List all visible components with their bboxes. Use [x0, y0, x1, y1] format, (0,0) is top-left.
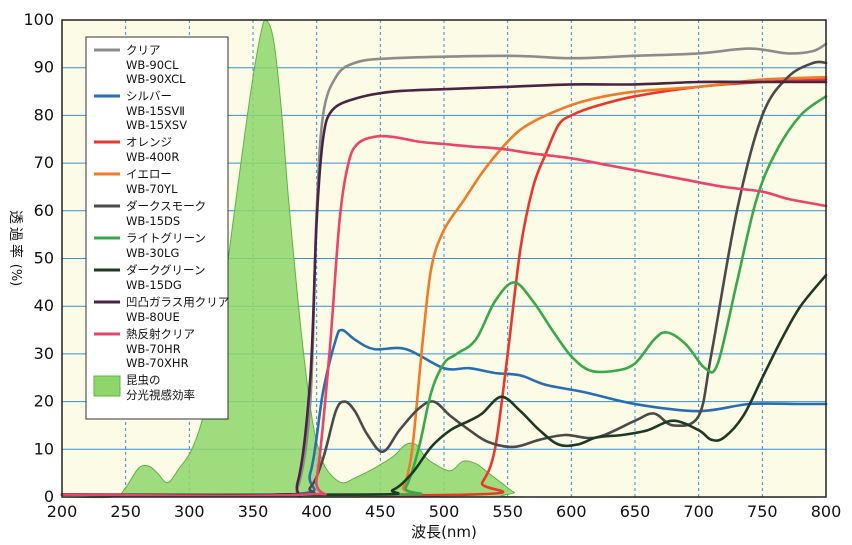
legend-product-code: WB-15SVⅡ [126, 104, 185, 118]
series-line-3 [60, 78, 828, 497]
y-axis-label-char: 透 [7, 210, 23, 224]
legend-insect-line2: 分光視感効率 [126, 388, 195, 402]
legend-series-name: ライトグリーン [126, 231, 206, 245]
y-tick-label: 80 [34, 105, 54, 124]
legend-product-code: WB-15XSV [126, 118, 187, 132]
plot-frame [61, 19, 827, 498]
legend-series-name: 凹凸ガラス用クリア [126, 295, 229, 309]
legend-series-name: ダークグリーン [126, 263, 205, 277]
series-line-9 [60, 134, 828, 498]
insect-sensitivity-layer [61, 19, 827, 499]
x-axis-label: 波長(nm) [411, 523, 477, 541]
axis-layer: 200 250 300 350 400 450 500 550 600 650 700 750 800 0… [7, 10, 841, 541]
legend-product-code: WB-400R [126, 150, 179, 164]
y-tick-label: 70 [34, 153, 54, 172]
legend-series-name: クリア [126, 43, 161, 57]
legend-swatch-insect [93, 375, 121, 397]
legend-series-name: ダークスモーク [126, 199, 206, 213]
x-tick-label: 700 [683, 502, 714, 521]
legend-product-code: WB-70XHR [126, 356, 189, 370]
legend-product-code: WB-90CL [126, 58, 179, 72]
legend-product-code: WB-80UE [126, 310, 180, 324]
legend-insect-line1: 昆虫の [126, 373, 161, 387]
legend-series-name: イエロー [126, 167, 172, 181]
y-tick-label: 90 [34, 58, 54, 77]
y-tick-label: 100 [23, 10, 54, 29]
legend-product-code: WB-30LG [126, 246, 179, 260]
legend-series-name: 熱反射クリア [126, 327, 195, 341]
x-tick-label: 350 [238, 502, 269, 521]
x-tick-label: 450 [365, 502, 396, 521]
x-tick-label: 800 [811, 502, 842, 521]
x-tick-label: 550 [492, 502, 523, 521]
legend-product-code: WB-70HR [126, 342, 181, 356]
series-line-5 [60, 60, 828, 497]
x-tick-label: 600 [556, 502, 587, 521]
legend-box [85, 36, 229, 420]
legend-product-code: WB-15DG [126, 278, 182, 292]
legend-product-code: WB-90XCL [126, 72, 186, 86]
series-line-7 [60, 273, 828, 497]
legend-series-name: シルバー [126, 89, 172, 103]
y-tick-label: 50 [34, 249, 54, 268]
y-axis-label-char: 率 [7, 244, 24, 258]
x-tick-label: 250 [110, 502, 141, 521]
series-line-2 [60, 328, 828, 498]
y-tick-label: 0 [44, 487, 54, 506]
x-tick-label: 400 [301, 502, 332, 521]
y-tick-label: 10 [34, 439, 54, 458]
series-layer [60, 42, 828, 498]
y-tick-label: 60 [34, 201, 54, 220]
y-axis-label-char: 過 [7, 227, 23, 241]
legend: クリアWB-90CLWB-90XCLシルバーWB-15SVⅡWB-15XSVオレ… [85, 36, 229, 420]
x-tick-label: 500 [429, 502, 460, 521]
y-tick-label: 40 [34, 296, 54, 315]
y-axis-label: 透過率 (%) [7, 210, 24, 286]
series-line-8 [60, 80, 828, 497]
x-tick-label: 750 [747, 502, 778, 521]
insect-sensitivity-area [61, 19, 827, 499]
y-tick-label: 20 [34, 392, 54, 411]
x-tick-label: 200 [47, 502, 78, 521]
legend-series-name: オレンジ [126, 135, 172, 149]
legend-product-code: WB-70YL [126, 182, 178, 196]
y-axis-label-unit: (%) [8, 264, 23, 287]
x-tick-label: 300 [174, 502, 205, 521]
legend-product-code: WB-15DS [126, 214, 180, 228]
y-tick-label: 30 [34, 344, 54, 363]
series-line-6 [60, 95, 828, 497]
x-tick-label: 650 [620, 502, 651, 521]
